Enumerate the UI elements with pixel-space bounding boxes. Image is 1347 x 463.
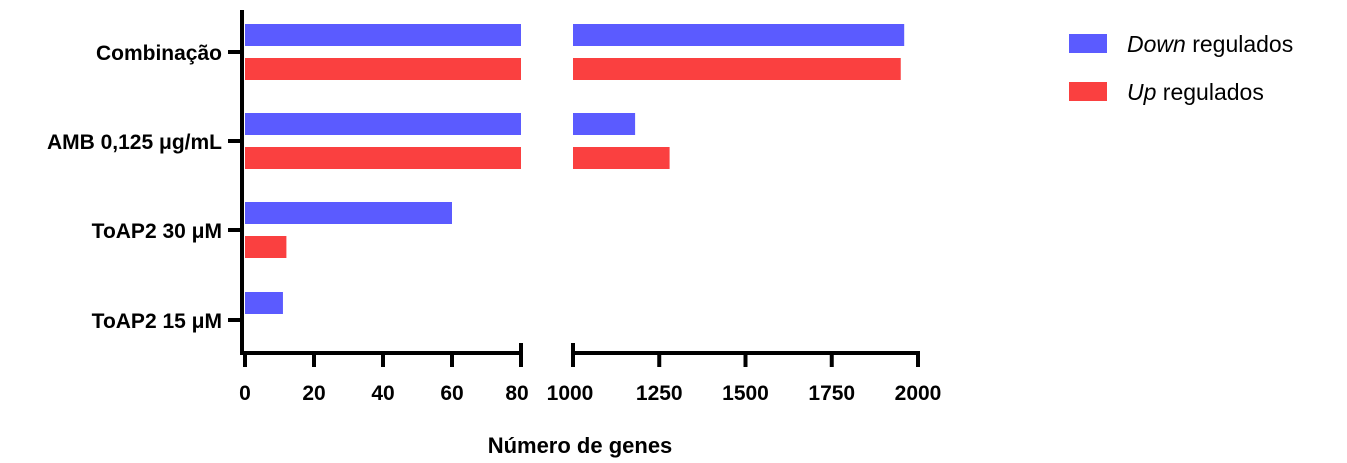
legend-swatch-down bbox=[1069, 34, 1107, 53]
bar-down-0-seg1 bbox=[245, 24, 521, 46]
legend-label-up: Up regulados bbox=[1127, 79, 1264, 105]
category-label: AMB 0,125 μg/mL bbox=[47, 131, 222, 154]
legend: Down regulados Up regulados bbox=[1069, 31, 1293, 105]
legend-label-down: Down regulados bbox=[1127, 31, 1293, 57]
x-tick-label: 1500 bbox=[722, 382, 769, 405]
x-tick-label: 80 bbox=[505, 382, 528, 405]
bars-group bbox=[245, 24, 905, 314]
bar-up-1-seg1 bbox=[245, 147, 521, 169]
bar-up-1-seg2 bbox=[573, 147, 670, 169]
bar-down-3 bbox=[245, 292, 283, 314]
x-tick-label: 1750 bbox=[808, 382, 855, 405]
bar-down-0-seg2 bbox=[573, 24, 905, 46]
x-tick-label: 2000 bbox=[895, 382, 942, 405]
x-tick-label: 40 bbox=[371, 382, 394, 405]
x-tick-label: 1000 bbox=[547, 382, 594, 405]
bar-down-1-seg1 bbox=[245, 113, 521, 135]
bar-up-2 bbox=[245, 236, 287, 258]
axes-group bbox=[228, 10, 920, 367]
tick-labels: 0 20 40 60 80 1000 1250 1500 1750 2000 bbox=[239, 382, 941, 405]
bar-up-0-seg2 bbox=[573, 58, 901, 80]
category-label: ToAP2 30 μM bbox=[92, 220, 222, 243]
x-tick-label: 60 bbox=[440, 382, 463, 405]
bar-down-1-seg2 bbox=[573, 113, 636, 135]
category-labels: Combinação AMB 0,125 μg/mL ToAP2 30 μM ToAP… bbox=[47, 42, 222, 333]
bar-up-0-seg1 bbox=[245, 58, 521, 80]
bar-down-2 bbox=[245, 202, 452, 224]
x-tick-label: 0 bbox=[239, 382, 251, 405]
x-tick-label: 20 bbox=[302, 382, 325, 405]
legend-swatch-up bbox=[1069, 82, 1107, 101]
x-axis-title: Número de genes bbox=[488, 433, 673, 458]
category-label: ToAP2 15 μM bbox=[92, 310, 222, 333]
x-tick-label: 1250 bbox=[636, 382, 683, 405]
category-label: Combinação bbox=[96, 42, 222, 65]
